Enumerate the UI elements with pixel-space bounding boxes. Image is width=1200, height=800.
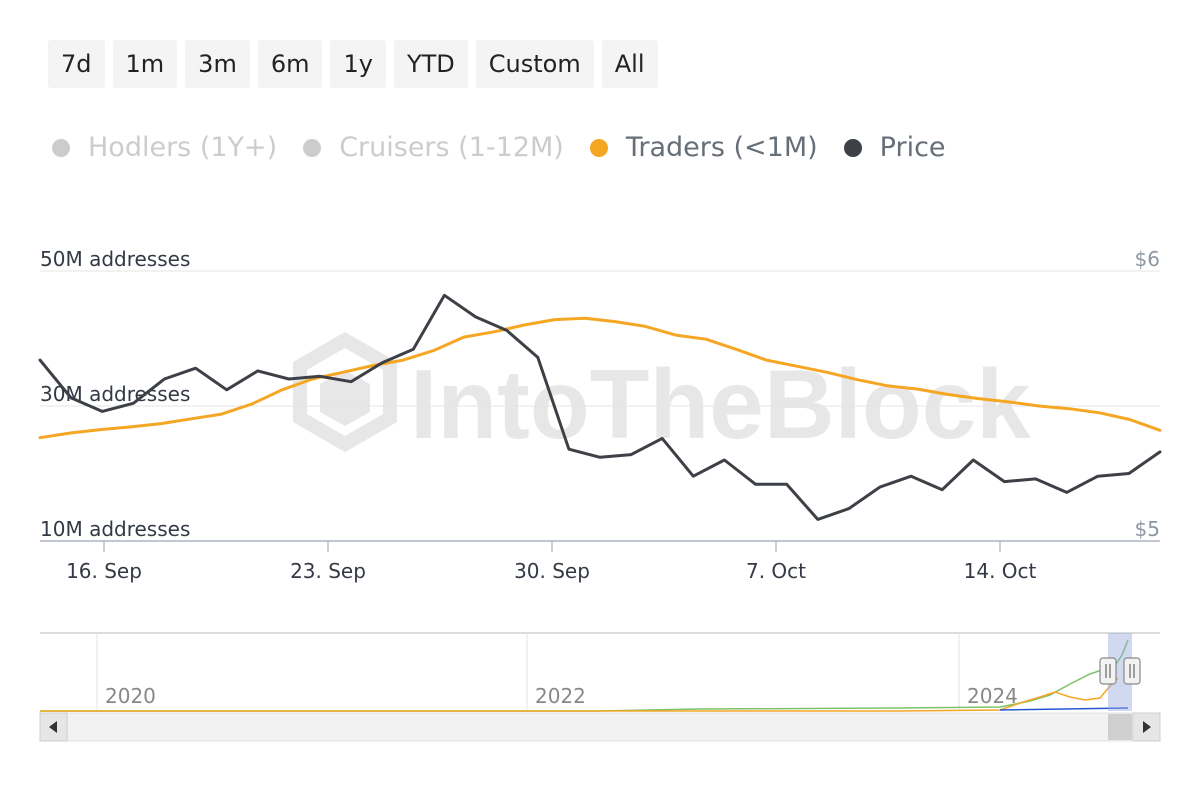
grid (40, 270, 1160, 542)
x-tick-label: 7. Oct (746, 559, 806, 583)
x-tick-label: 14. Oct (964, 559, 1037, 583)
navigator-year-label: 2022 (535, 684, 586, 708)
y-axis-left: 10M addresses 30M addresses 50M addresses (40, 247, 190, 541)
arrow-left-icon (49, 721, 57, 733)
range-button-custom[interactable]: Custom (475, 40, 594, 88)
watermark-logo-icon (293, 331, 397, 453)
legend-item-2[interactable]: Traders (<1M) (589, 132, 818, 163)
x-axis: 16. Sep 23. Sep 30. Sep 7. Oct 14. Oct (66, 541, 1037, 583)
legend-dot-icon (52, 138, 70, 157)
series-line-traders (38, 316, 1162, 440)
chart-legend: Hodlers (1Y+) Cruisers (1-12M) Traders (<1… (52, 132, 972, 163)
y-right-tick-label: $5 (1135, 517, 1160, 541)
legend-label: Price (879, 132, 946, 163)
watermark: IntoTheBlock (293, 331, 1031, 459)
x-tick-label: 23. Sep (290, 559, 366, 583)
legend-dot-icon (843, 138, 862, 157)
range-button-ytd[interactable]: YTD (393, 40, 468, 88)
legend-item-0[interactable]: Hodlers (1Y+) (52, 132, 277, 163)
x-tick-label: 30. Sep (514, 559, 590, 583)
legend-dot-icon (589, 138, 608, 157)
arrow-right-icon (1143, 721, 1151, 733)
watermark-text: IntoTheBlock (410, 349, 1031, 459)
navigator-right-handle[interactable] (1123, 657, 1141, 685)
range-button-all[interactable]: All (601, 40, 658, 88)
range-button-3m[interactable]: 3m (185, 40, 250, 88)
navigator-year-label: 2024 (967, 684, 1018, 708)
legend-label: Cruisers (1-12M) (339, 132, 564, 163)
legend-dot-icon (303, 138, 322, 157)
navigator-series-line (999, 707, 1129, 711)
navigator-year-label: 2020 (105, 684, 156, 708)
series-line-price (38, 293, 1162, 521)
y-right-tick-label: $6 (1135, 247, 1160, 271)
y-left-tick-label: 10M addresses (40, 517, 190, 541)
navigator-scrollbar[interactable] (39, 712, 1161, 742)
range-button-7d[interactable]: 7d (48, 40, 105, 88)
legend-label: Hodlers (1Y+) (88, 132, 278, 163)
navigator-left-handle[interactable] (1099, 657, 1117, 685)
y-axis-right: $5 $6 (1135, 247, 1160, 541)
legend-item-3[interactable]: Price (843, 132, 946, 163)
navigator-series-line (40, 677, 1119, 712)
range-button-6m[interactable]: 6m (257, 40, 323, 88)
range-selector: 7d 1m 3m 6m 1y YTD Custom All (48, 40, 658, 88)
legend-label: Traders (<1M) (625, 132, 818, 163)
y-left-tick-label: 50M addresses (40, 247, 190, 271)
x-tick-label: 16. Sep (66, 559, 142, 583)
navigator[interactable]: 2020 2022 2024 (39, 632, 1161, 742)
legend-item-1[interactable]: Cruisers (1-12M) (303, 132, 564, 163)
series-lines (38, 293, 1162, 521)
range-button-1m[interactable]: 1m (112, 40, 178, 88)
range-button-1y[interactable]: 1y (330, 40, 386, 88)
y-left-tick-label: 30M addresses (40, 382, 190, 406)
scrollbar-thumb[interactable] (1108, 714, 1132, 740)
